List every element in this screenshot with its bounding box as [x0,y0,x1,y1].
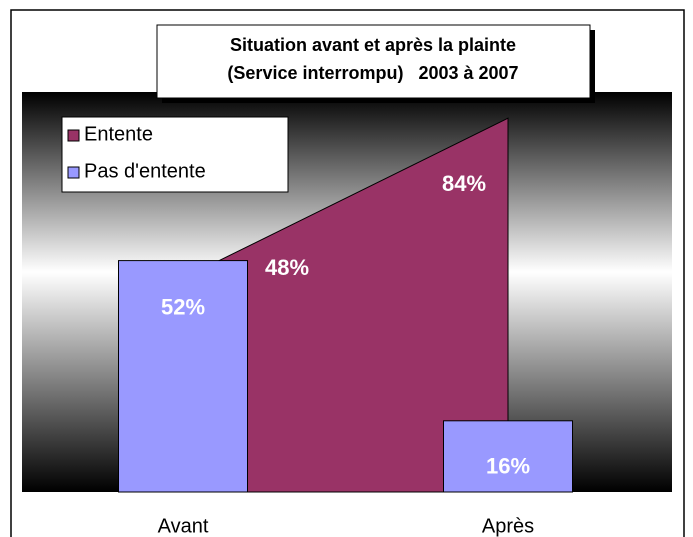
bar [118,260,248,493]
bar [443,420,573,493]
x-tick-label: Avant [158,515,209,537]
data-label: 48% [265,255,309,280]
legend-label: Entente [84,123,153,145]
x-tick-label: Après [482,515,534,537]
legend-swatch [67,166,80,179]
chart-subtitle: (Service interrompu) 2003 à 2007 [227,63,518,83]
chart-title: Situation avant et après la plainte [230,35,516,55]
data-label: 16% [486,454,530,479]
data-label: 84% [442,171,486,196]
title-box [156,24,591,99]
legend-swatch [67,129,80,142]
legend-label: Pas d'entente [84,160,206,182]
data-label: 52% [161,294,205,319]
legend-box [61,116,289,193]
